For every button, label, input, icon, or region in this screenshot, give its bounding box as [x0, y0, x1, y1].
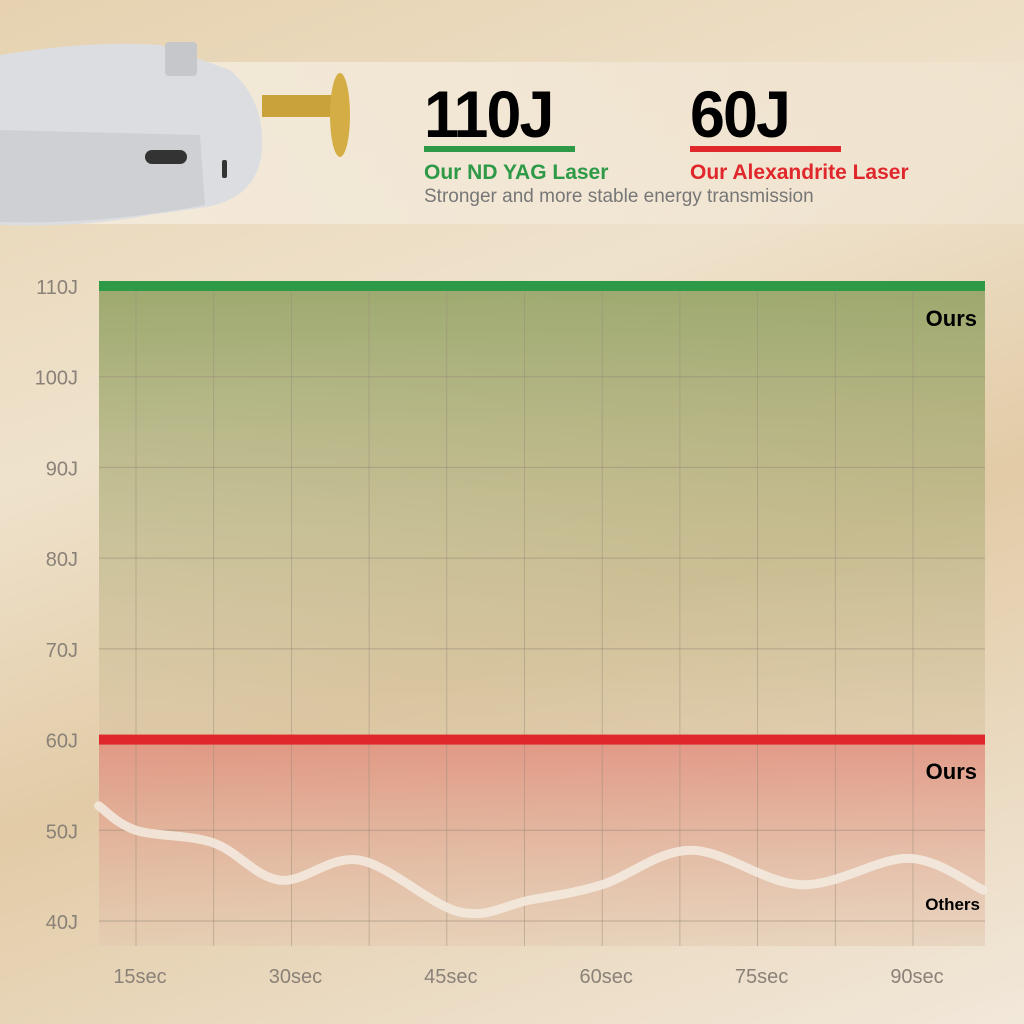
y-tick-label: 60J [46, 731, 78, 753]
nd-yag-label: Our ND YAG Laser [424, 161, 609, 184]
nd-yag-series-line [99, 281, 985, 291]
nd-yag-series-label: Ours [926, 306, 977, 331]
alexandrite-series-line [99, 734, 985, 745]
x-tick-label: 90sec [890, 966, 943, 988]
x-tick-label: 45sec [424, 966, 477, 988]
others-series-line [94, 801, 988, 919]
x-tick-label: 60sec [580, 966, 633, 988]
x-tick-label: 75sec [735, 966, 788, 988]
nd-yag-area [99, 286, 985, 740]
y-tick-label: 110J [36, 277, 78, 299]
alexandrite-area [99, 739, 985, 946]
subtitle: Stronger and more stable energy transmis… [424, 186, 814, 207]
y-tick-label: 70J [46, 640, 78, 662]
others-series-label: Others [925, 895, 980, 914]
x-tick-label: 30sec [269, 966, 322, 988]
y-tick-label: 50J [46, 821, 78, 843]
alexandrite-series-label: Ours [926, 759, 977, 784]
y-tick-label: 40J [46, 912, 78, 934]
y-tick-label: 100J [35, 368, 78, 390]
y-tick-label: 80J [46, 549, 78, 571]
alexandrite-energy-value: 60J [690, 77, 791, 151]
y-tick-label: 90J [46, 458, 78, 480]
alexandrite-underline [690, 146, 841, 152]
laser-handpiece-image [0, 42, 350, 226]
nd-yag-energy-value: 110J [424, 77, 554, 151]
alexandrite-label: Our Alexandrite Laser [690, 161, 909, 184]
nd-yag-underline [424, 146, 575, 152]
x-tick-label: 15sec [113, 966, 166, 988]
